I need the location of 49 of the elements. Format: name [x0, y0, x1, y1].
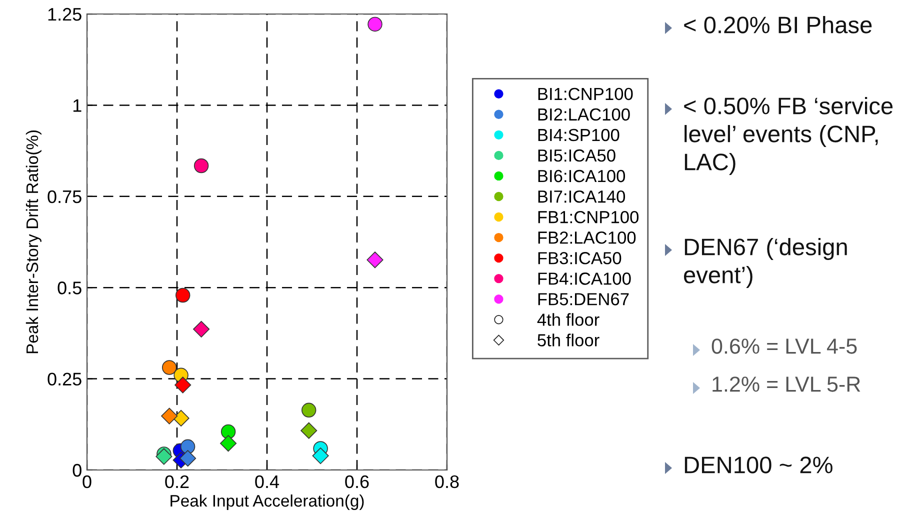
y-tick-label: 0.5 — [58, 282, 82, 294]
x-tick-label: 0 — [82, 475, 92, 488]
legend-label: FB5:DEN67 — [538, 293, 629, 306]
text: < 0.50% FB ‘service level’ events (CNP, LAC) — [684, 97, 893, 175]
point — [300, 422, 318, 439]
x-tick-label: 0.4 — [255, 475, 280, 488]
legend-label: 4th floor — [537, 313, 600, 326]
legend-label: BI1:CNP100 — [538, 88, 633, 100]
x-tick-label: 0.6 — [345, 475, 369, 488]
point — [193, 320, 210, 338]
point — [220, 435, 237, 452]
text: < 0.20% BI Phase — [684, 16, 872, 34]
point — [172, 410, 190, 426]
legend-label: FB2:LAC100 — [538, 231, 636, 244]
text: DEN100 ~ 2% — [684, 456, 832, 474]
x-tick-label: 0.8 — [435, 475, 459, 488]
legend-label: BI6:ICA100 — [538, 170, 626, 182]
point — [174, 376, 192, 394]
y-tick-label: 1.25 — [48, 8, 82, 21]
point — [220, 424, 236, 440]
point — [366, 252, 384, 268]
y-tick-label: 0.75 — [48, 190, 82, 204]
point — [161, 408, 178, 424]
legend-label: BI2:LAC100 — [538, 108, 630, 121]
point — [180, 450, 196, 467]
point — [180, 439, 196, 454]
legend-label: BI4:SP100 — [538, 128, 620, 142]
point — [368, 16, 382, 32]
point — [175, 288, 190, 303]
legend-label: FB4:ICA100 — [538, 272, 631, 285]
y-tick-label: 0 — [72, 464, 82, 477]
point — [156, 448, 172, 465]
point — [194, 158, 209, 174]
point — [162, 360, 177, 375]
legend-label: FB3:ICA50 — [538, 252, 622, 264]
text: 1.2% = LVL 5-R — [712, 376, 860, 392]
point — [301, 402, 316, 418]
text: DEN67 (‘design event’) — [684, 238, 847, 288]
x-tick-label: 0.2 — [165, 475, 189, 488]
x-axis-title: Peak Input Acceleration(g) — [170, 494, 364, 510]
y-tick-label: 0.25 — [48, 372, 82, 386]
y-tick-label: 1 — [73, 99, 82, 112]
legend-label: BI5:ICA50 — [538, 149, 616, 162]
legend-label: FB1:CNP100 — [538, 210, 639, 224]
y-axis-title: Peak Inter-Story Drift Ratio(%) — [26, 130, 42, 354]
legend-label: 5th floor — [538, 334, 600, 346]
legend-label: BI7:ICA140 — [538, 190, 626, 203]
text: 0.6% = LVL 4-5 — [712, 338, 857, 354]
point — [312, 447, 329, 464]
